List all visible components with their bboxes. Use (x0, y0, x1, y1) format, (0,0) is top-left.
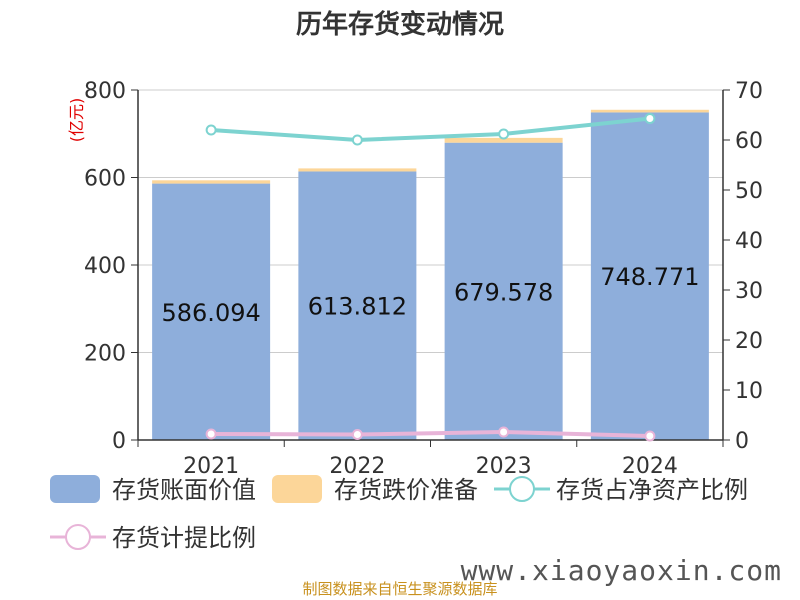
right-axis-tick-label: 40 (735, 229, 763, 254)
legend-label: 存货占净资产比例 (556, 476, 748, 504)
left-axis-tick-label: 800 (84, 79, 126, 104)
legend-marker (65, 524, 91, 550)
right-axis-tick-label: 10 (735, 379, 763, 404)
bar-value-label: 586.094 (162, 299, 261, 327)
point-provision-ratio (205, 428, 217, 440)
legend-label: 存货计提比例 (112, 524, 256, 552)
line-net-asset-ratio (210, 116, 651, 143)
point-net-asset-ratio (351, 134, 363, 146)
right-axis-tick-label: 50 (735, 179, 763, 204)
legend-label: 存货跌价准备 (334, 476, 478, 504)
point-provision-ratio (351, 429, 363, 440)
bar-value-label: 613.812 (308, 293, 407, 321)
bar-inventory-impairment (298, 168, 417, 172)
bars: 586.094 613.812 679.578 748.771 (152, 109, 709, 441)
left-axis-tick-label: 600 (84, 167, 126, 192)
point-provision-ratio (498, 426, 510, 438)
left-axis-tick-label: 0 (112, 429, 126, 454)
point-net-asset-ratio (205, 124, 217, 136)
axes: 0 200 400 600 800 0 10 20 30 40 50 60 70 2021 2022 2023… (84, 79, 763, 479)
bar-inventory-impairment (444, 137, 563, 143)
bar-inventory-value (298, 171, 417, 440)
legend-marker (509, 476, 535, 502)
chart-title: 历年存货变动情况 (296, 9, 504, 40)
legend-swatch (50, 475, 100, 503)
bar-inventory-value (152, 183, 271, 441)
lines (205, 113, 656, 442)
bar-value-label: 679.578 (454, 278, 553, 306)
point-provision-ratio (644, 430, 656, 442)
right-axis-tick-label: 70 (735, 79, 763, 104)
left-axis-tick-label: 200 (84, 342, 126, 367)
left-axis-unit: (亿元) (67, 98, 86, 143)
right-axis-tick-label: 20 (735, 329, 763, 354)
bar-inventory-impairment (590, 109, 709, 113)
bar-value-label: 748.771 (600, 263, 699, 291)
x-axis-tick-label: 2022 (329, 454, 385, 479)
right-axis-tick-label: 60 (735, 129, 763, 154)
watermark: www.xiaoyaoxin.com (461, 554, 782, 587)
legend-swatch (272, 475, 322, 503)
line-provision-ratio (211, 429, 650, 438)
x-axis-tick-label: 2024 (622, 454, 678, 479)
point-net-asset-ratio (644, 113, 656, 124)
x-axis-tick-label: 2023 (476, 454, 532, 479)
source-note: 制图数据来自恒生聚源数据库 (302, 580, 497, 598)
point-net-asset-ratio (498, 128, 510, 140)
left-axis-tick-label: 400 (84, 254, 126, 279)
bar-inventory-value (590, 112, 709, 440)
bar-inventory-value (444, 142, 563, 440)
bar-inventory-impairment (152, 180, 271, 184)
right-axis-tick-label: 30 (735, 279, 763, 304)
legend-label: 存货账面价值 (112, 476, 256, 504)
right-axis-unit: % (796, 85, 800, 100)
x-axis-tick-label: 2021 (183, 454, 239, 479)
right-axis-tick-label: 0 (735, 429, 749, 454)
